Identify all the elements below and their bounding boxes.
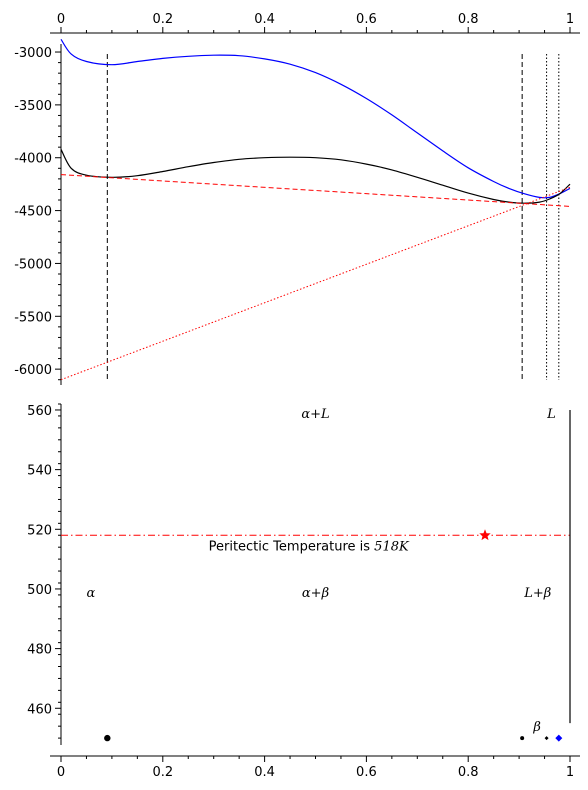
peritectic-point-star (479, 529, 491, 541)
bottom-x-tick-label: 0.6 (356, 765, 377, 780)
phase-region-label: β (532, 720, 541, 735)
bottom-y-tick-label: 520 (27, 523, 52, 538)
bottom-y-tick-label: 480 (27, 643, 52, 658)
top-y-tick-label: -3500 (14, 99, 52, 114)
top-x-tick-label: 0 (57, 12, 65, 27)
bottom-x-tick-label: 0 (57, 765, 65, 780)
top-y-tick-label: -4000 (14, 152, 52, 167)
data-point-diamond (544, 736, 549, 741)
peritectic-temperature-prefix: Peritectic Temperature is (209, 540, 375, 555)
top-x-tick-label: 1 (566, 12, 574, 27)
phase-region-label: α (86, 586, 95, 601)
data-point-circle (520, 736, 525, 741)
bottom-y-tick-label: 560 (27, 404, 52, 419)
bottom-x-tick-label: 0.4 (254, 765, 275, 780)
bottom-y-tick-label: 500 (27, 583, 52, 598)
bottom-y-tick-label: 460 (27, 702, 52, 717)
peritectic-temperature-value: 518K (374, 540, 410, 555)
bottom-x-tick-label: 0.8 (458, 765, 479, 780)
top-y-tick-label: -6000 (14, 363, 52, 378)
top-y-tick-label: -4500 (14, 205, 52, 220)
top-x-tick-label: 0.4 (254, 12, 275, 27)
top-y-tick-label: -5000 (14, 257, 52, 272)
top-x-tick-label: 0.2 (152, 12, 173, 27)
top-y-tick-label: -3000 (14, 46, 52, 61)
bottom-x-tick-label: 1 (566, 765, 574, 780)
phase-region-label: L (546, 407, 556, 422)
top-y-tick-label: -5500 (14, 310, 52, 325)
peritectic-temperature-label: Peritectic Temperature is 518K (209, 540, 410, 555)
phase-region-label: L+β (523, 586, 551, 601)
bottom-x-tick-label: 0.2 (152, 765, 173, 780)
top-series-curve-0 (60, 38, 571, 199)
top-series-line-2 (60, 174, 571, 207)
phase-diagram-plot: 0 0.2 0.4 0.6 0.8 1 460 480 500 520 540 560 α+L Lα α+β… (27, 403, 580, 780)
phase-region-label: α+β (302, 586, 329, 601)
top-x-tick-label: 0.6 (356, 12, 377, 27)
data-point-diamond (555, 734, 563, 742)
bottom-y-tick-label: 540 (27, 464, 52, 479)
data-point-circle (104, 734, 111, 742)
top-x-tick-label: 0.8 (458, 12, 479, 27)
top-series-curve-1 (60, 149, 571, 204)
top-series-line-3 (60, 186, 571, 381)
free-energy-plot: 0 0.2 0.4 0.6 0.8 1 -3000 -3500 -4000 -4500 -5000 -… (14, 12, 580, 385)
phase-region-label: α+L (301, 407, 329, 422)
